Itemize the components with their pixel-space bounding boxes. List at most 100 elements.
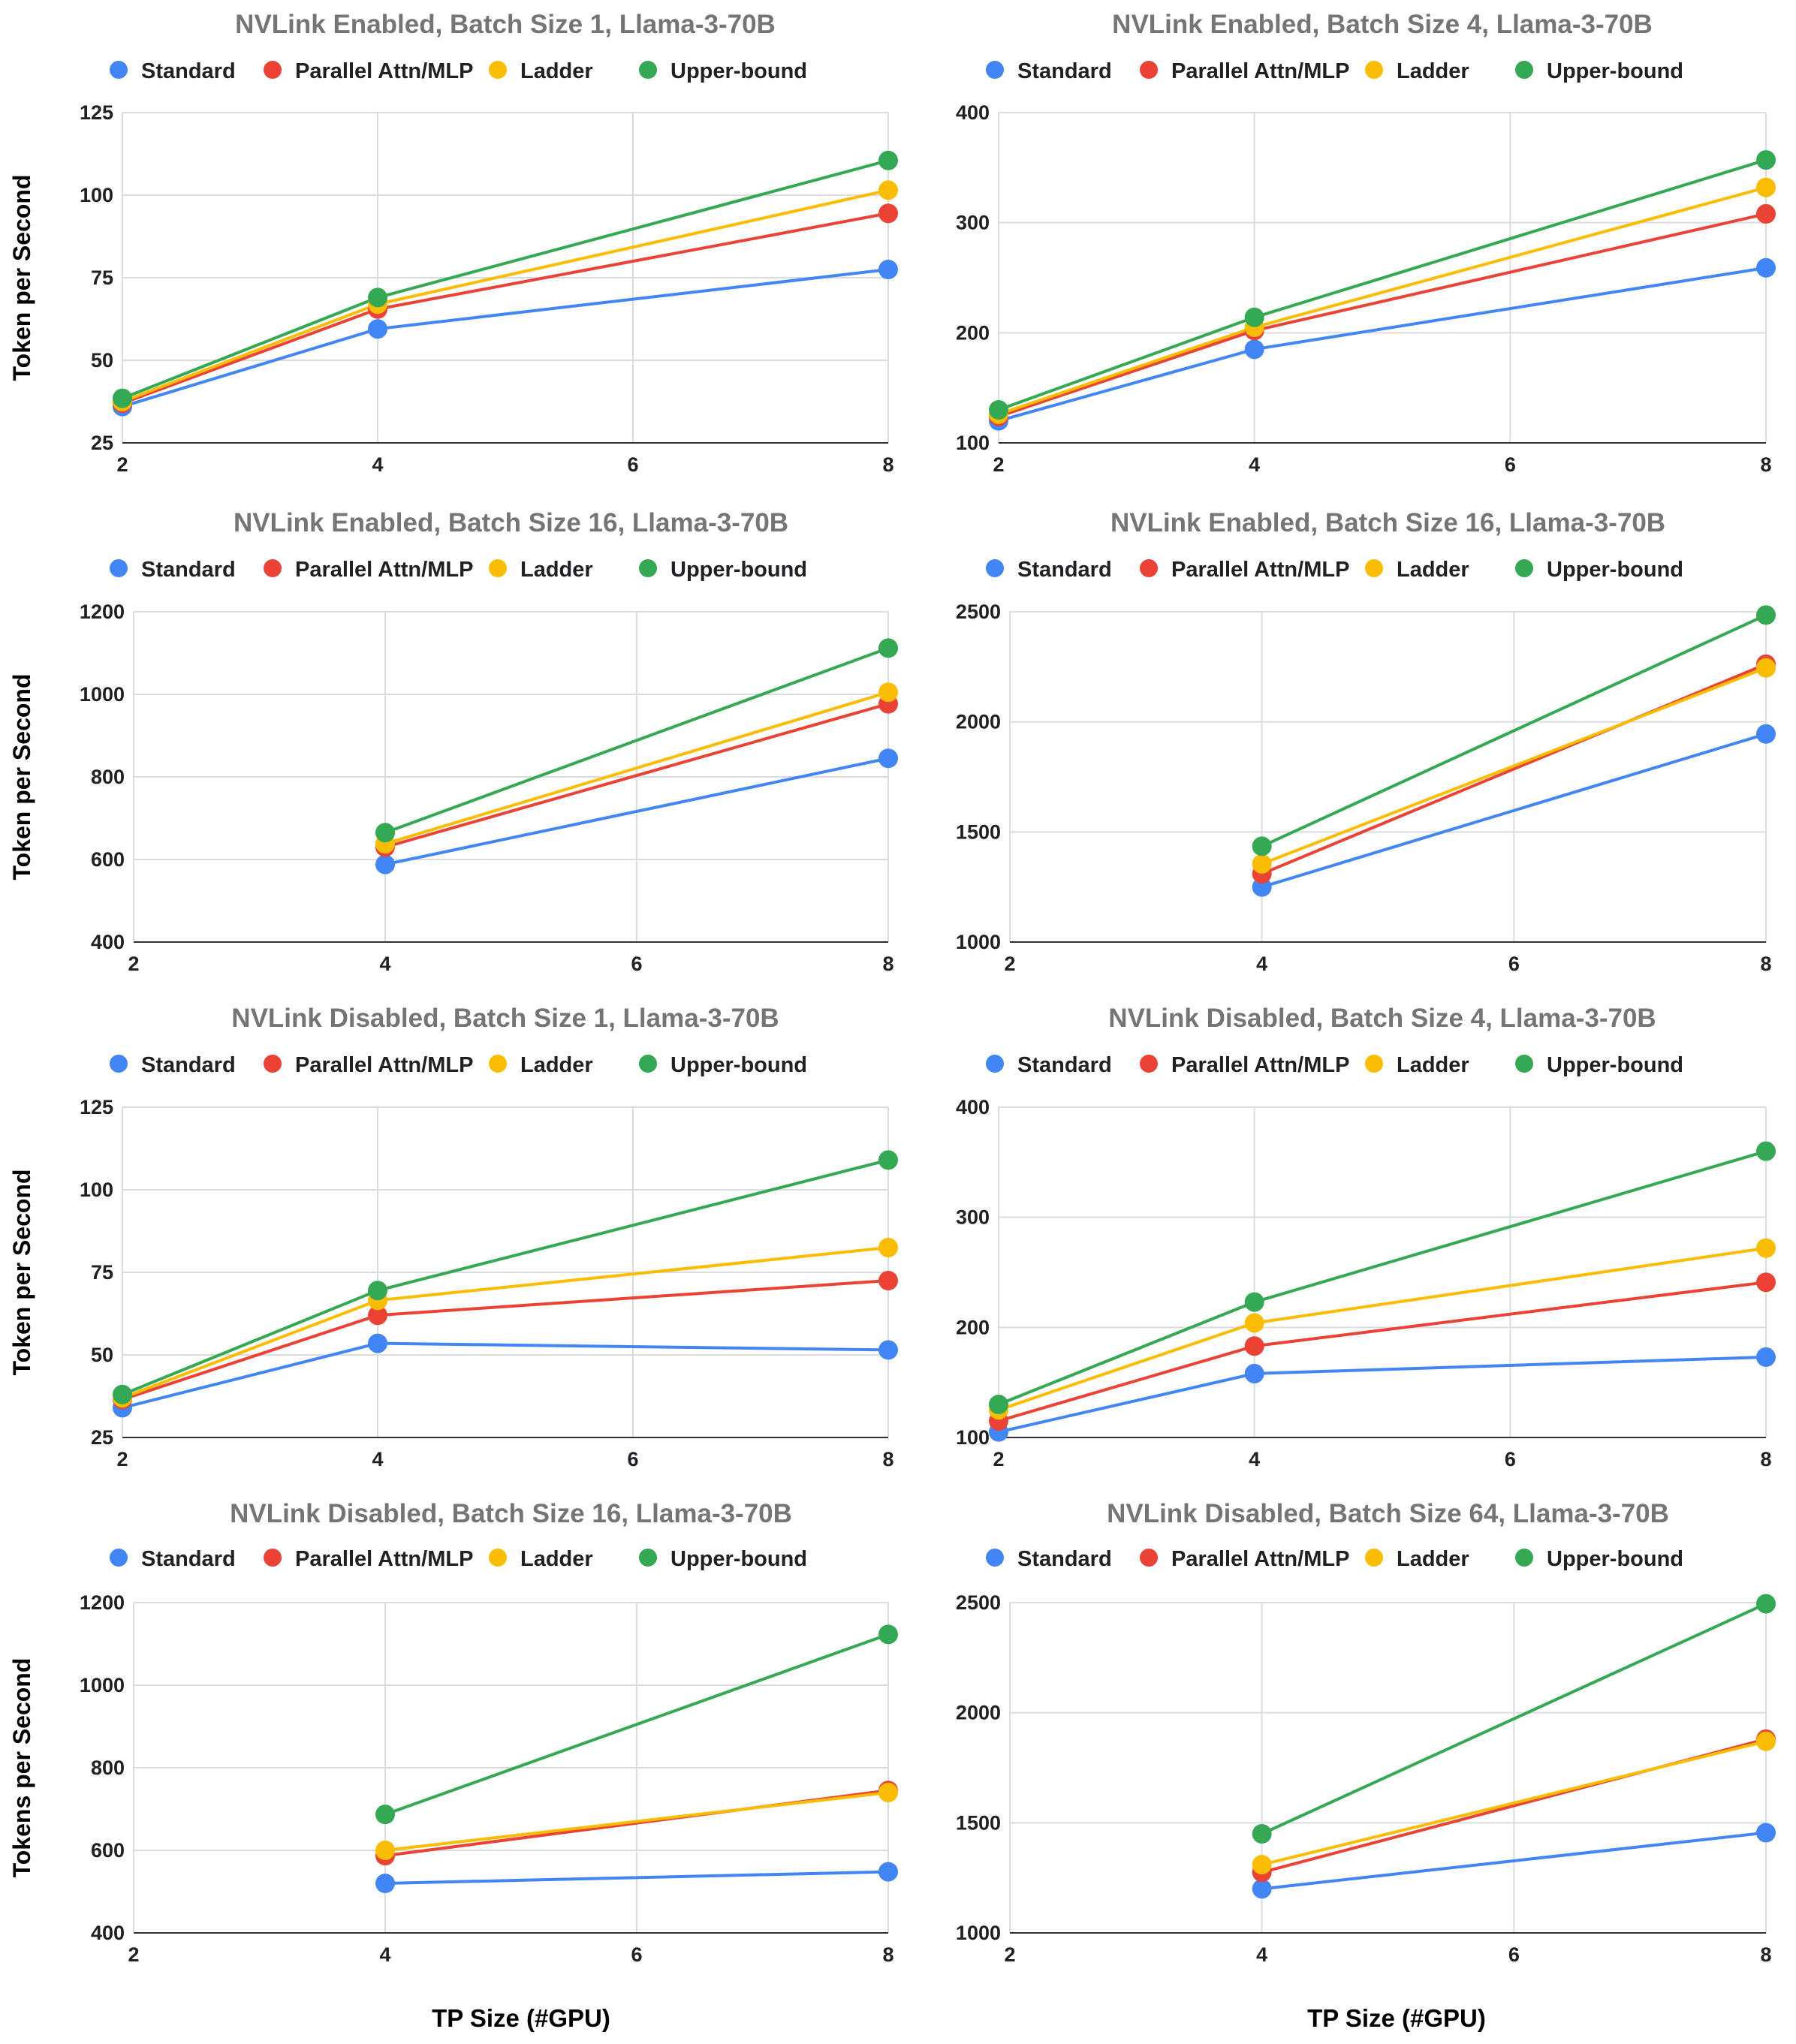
series-line-upper-bound: [1261, 613, 1767, 848]
legend-label: Standard: [1017, 558, 1112, 582]
series-line-upper-bound: [384, 1633, 889, 1817]
y-tick-label: 75: [91, 1261, 113, 1284]
data-point-standard: [375, 1874, 395, 1893]
legend-label: Upper-bound: [1547, 1053, 1683, 1077]
x-tick-label: 2: [128, 1943, 139, 1966]
x-tick-label: 8: [882, 1943, 893, 1966]
data-point-standard: [878, 1862, 898, 1882]
y-tick-label: 1000: [80, 1674, 125, 1696]
y-axis-title: Tokens per Second: [8, 1658, 35, 1878]
legend-marker: [1515, 1549, 1533, 1567]
data-point-upper-bound: [1244, 307, 1264, 327]
data-point-upper-bound: [1252, 1824, 1272, 1844]
legend-label: Parallel Attn/MLP: [295, 558, 473, 582]
data-point-standard: [368, 319, 387, 339]
data-point-upper-bound: [989, 1395, 1008, 1414]
legend-label: Standard: [1017, 1053, 1112, 1077]
data-point-ladder: [1756, 1238, 1776, 1258]
y-tick-label: 50: [91, 1344, 113, 1366]
chart-title: NVLink Disabled, Batch Size 4, Llama-3-7…: [1108, 1004, 1656, 1033]
data-point-standard: [878, 1340, 898, 1360]
legend-label: Standard: [141, 1053, 236, 1077]
y-tick-label: 1000: [80, 683, 125, 706]
legend-marker: [1140, 61, 1158, 79]
y-tick-label: 1200: [80, 601, 125, 623]
x-tick-label: 6: [631, 1943, 642, 1966]
legend-label: Standard: [1017, 59, 1112, 83]
legend-label: Upper-bound: [1547, 1547, 1683, 1571]
data-point-upper-bound: [1252, 836, 1272, 856]
x-tick-label: 4: [379, 953, 390, 975]
chart-title: NVLink Enabled, Batch Size 16, Llama-3-7…: [1110, 508, 1665, 537]
legend-label: Parallel Attn/MLP: [1171, 558, 1349, 582]
data-point-upper-bound: [375, 823, 395, 843]
x-tick-label: 4: [1249, 1448, 1260, 1471]
x-tick-label: 4: [1249, 453, 1260, 476]
series-line-standard: [384, 1870, 889, 1885]
y-tick-label: 600: [91, 1839, 125, 1862]
legend-marker: [489, 1055, 507, 1073]
legend-marker: [986, 1055, 1004, 1073]
chart-panel-4: NVLink Enabled, Batch Size 16, Llama-3-7…: [956, 508, 1776, 975]
legend-label: Parallel Attn/MLP: [295, 1547, 473, 1571]
x-axis-title-right: TP Size (#GPU): [1307, 2004, 1486, 2032]
x-tick-label: 6: [1505, 1448, 1516, 1471]
chart-panel-6: NVLink Disabled, Batch Size 4, Llama-3-7…: [956, 1004, 1776, 1471]
data-point-standard: [1756, 1823, 1776, 1843]
x-tick-label: 2: [116, 453, 128, 476]
legend-label: Standard: [141, 59, 236, 83]
x-tick-label: 2: [993, 1448, 1004, 1471]
series-line-standard: [1261, 732, 1767, 889]
series-line-standard: [998, 1355, 1767, 1434]
legend-marker: [1515, 559, 1533, 577]
data-point-upper-bound: [375, 1805, 395, 1825]
x-tick-label: 6: [631, 953, 642, 975]
legend-label: Upper-bound: [670, 1547, 807, 1571]
data-point-parallel-attn-mlp: [1244, 1336, 1264, 1356]
data-point-ladder: [375, 1841, 395, 1860]
legend-label: Parallel Attn/MLP: [1171, 1053, 1349, 1077]
legend-label: Upper-bound: [670, 558, 807, 582]
legend-marker: [489, 559, 507, 577]
data-point-standard: [878, 260, 898, 279]
legend-marker: [489, 1549, 507, 1567]
y-tick-label: 800: [91, 766, 125, 788]
y-axis-title: Token per Second: [8, 673, 35, 880]
chart-title: NVLink Enabled, Batch Size 16, Llama-3-7…: [234, 508, 788, 537]
chart-panel-3: NVLink Enabled, Batch Size 16, Llama-3-7…: [8, 508, 898, 975]
x-tick-label: 2: [1004, 953, 1015, 975]
x-tick-label: 2: [116, 1448, 128, 1471]
data-point-upper-bound: [1756, 1594, 1776, 1614]
y-axis-title: Token per Second: [8, 1169, 35, 1375]
legend-marker: [110, 1549, 128, 1567]
data-point-standard: [1756, 724, 1776, 744]
chart-panel-1: NVLink Enabled, Batch Size 1, Llama-3-70…: [8, 10, 898, 476]
x-tick-label: 6: [1508, 953, 1520, 975]
data-point-ladder: [1252, 1855, 1272, 1875]
y-tick-label: 25: [91, 432, 113, 454]
data-point-ladder: [878, 1238, 898, 1257]
y-tick-label: 800: [91, 1757, 125, 1779]
y-tick-label: 300: [956, 1206, 990, 1229]
data-point-standard: [1252, 1879, 1272, 1899]
x-tick-label: 6: [1505, 453, 1516, 476]
x-tick-label: 8: [1760, 953, 1771, 975]
series-line-ladder: [1261, 1739, 1767, 1867]
data-point-standard: [1756, 257, 1776, 278]
legend-marker: [639, 559, 657, 577]
legend-marker: [1140, 1055, 1158, 1073]
y-tick-label: 200: [956, 321, 990, 344]
data-point-upper-bound: [878, 1150, 898, 1170]
chart-panel-5: NVLink Disabled, Batch Size 1, Llama-3-7…: [8, 1004, 898, 1471]
legend-marker: [986, 559, 1004, 577]
chart-panel-8: NVLink Disabled, Batch Size 64, Llama-3-…: [956, 1499, 1776, 1966]
legend-label: Parallel Attn/MLP: [1171, 1547, 1349, 1571]
data-point-ladder: [1244, 1313, 1264, 1333]
series-line-standard: [122, 268, 889, 408]
legend-marker: [986, 61, 1004, 79]
y-tick-label: 2000: [956, 1702, 1001, 1724]
y-tick-label: 100: [956, 1426, 990, 1449]
y-tick-label: 400: [91, 1922, 125, 1944]
data-point-ladder: [1756, 1731, 1776, 1751]
